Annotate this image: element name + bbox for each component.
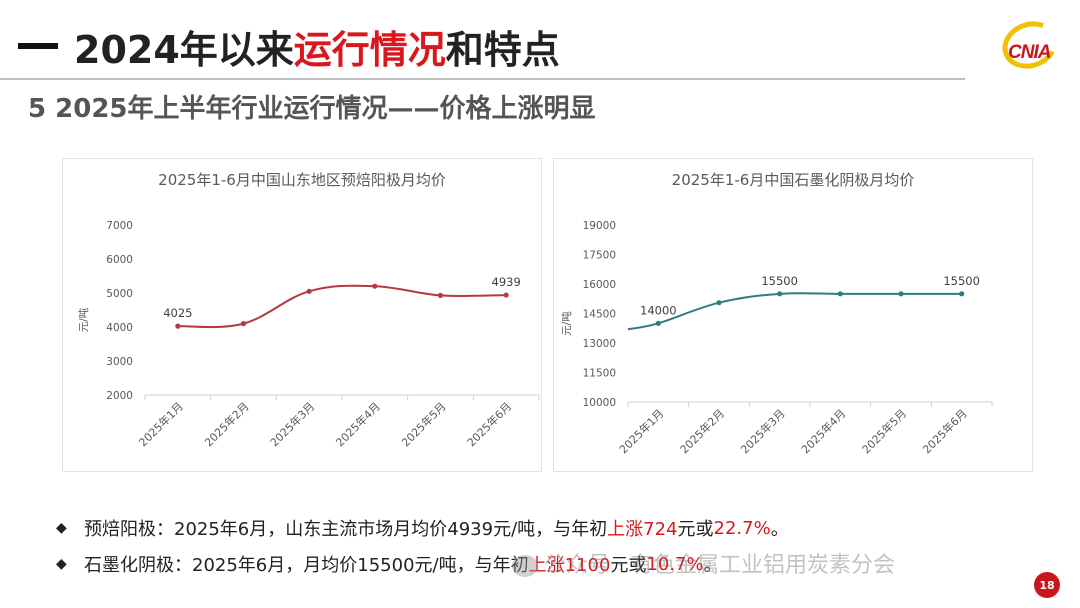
bullet-rise-percent: 10.7% xyxy=(646,553,704,575)
x-tick-label: 2025年6月 xyxy=(920,406,970,456)
wechat-icon xyxy=(512,555,538,577)
y-tick-label: 5000 xyxy=(106,288,133,300)
y-tick-label: 16000 xyxy=(583,279,616,291)
data-point xyxy=(655,320,661,326)
x-tick-label: 2025年5月 xyxy=(859,406,909,456)
summary-bullets: ◆ 预焙阳极：2025年6月，山东主流市场月均价4939元/吨，与年初 上涨724… xyxy=(56,510,789,582)
bullet-rise-amount: 上涨724 xyxy=(607,519,678,540)
x-tick-label: 2025年4月 xyxy=(798,406,848,456)
x-tick-label: 2025年6月 xyxy=(464,399,514,449)
bullet-mid: 元或 xyxy=(610,555,647,576)
data-point xyxy=(503,292,509,298)
x-tick-label: 2025年3月 xyxy=(267,399,317,449)
x-tick-label: 2025年3月 xyxy=(738,406,788,456)
y-tick-label: 6000 xyxy=(106,254,133,266)
chart-title: 2025年1-6月中国山东地区预焙阳极月均价 xyxy=(158,171,446,189)
logo-text: CNIA xyxy=(1008,42,1051,63)
title-divider xyxy=(0,78,965,80)
data-point xyxy=(372,283,378,289)
series-line xyxy=(627,292,962,331)
y-tick-label: 4000 xyxy=(106,322,133,334)
bullet-end: 。 xyxy=(770,519,789,540)
page-title: 2024年以来 运行情况 和特点 xyxy=(18,18,560,74)
y-tick-label: 2000 xyxy=(106,390,133,402)
chart-title: 2025年1-6月中国石墨化阴极月均价 xyxy=(672,171,915,189)
title-highlight: 运行情况 xyxy=(293,27,446,72)
y-axis-label: 元/吨 xyxy=(560,311,573,336)
bullet-text: 预焙阳极：2025年6月，山东主流市场月均价4939元/吨，与年初 xyxy=(84,519,608,540)
diamond-bullet-icon: ◆ xyxy=(56,520,67,536)
bullet-rise-amount: 上涨1100 xyxy=(528,555,611,576)
y-tick-label: 3000 xyxy=(106,356,133,368)
chart-panel-anode: 2025年1-6月中国山东地区预焙阳极月均价 2000 3000 4000 5000 60… xyxy=(62,158,542,472)
data-point xyxy=(306,288,312,294)
x-tick-label: 2025年2月 xyxy=(677,406,727,456)
page-number: 18 xyxy=(1034,572,1060,598)
watermark-text: 公众号 · 有色金属工业铝用炭素分会 xyxy=(544,553,895,578)
y-tick-label: 10000 xyxy=(583,397,616,409)
bullet-cathode: ◆ 石墨化阴极：2025年6月，月均价15500元/吨，与年初 上涨1100 元或 1… xyxy=(56,546,789,582)
data-label: 4939 xyxy=(492,275,521,289)
section-subtitle: 5 2025年上半年行业运行情况——价格上涨明显 xyxy=(28,94,596,124)
data-label: 15500 xyxy=(761,274,798,288)
data-point xyxy=(716,300,722,306)
diamond-bullet-icon: ◆ xyxy=(56,556,67,572)
x-tick-label: 2025年1月 xyxy=(616,406,666,456)
bullet-end: 。 xyxy=(703,555,722,576)
bullet-anode: ◆ 预焙阳极：2025年6月，山东主流市场月均价4939元/吨，与年初 上涨724… xyxy=(56,510,789,546)
y-axis-label: 元/吨 xyxy=(77,307,90,332)
title-dash xyxy=(18,43,58,49)
chart-panel-cathode: 2025年1-6月中国石墨化阴极月均价 10000 11500 13000 14500 1… xyxy=(553,158,1033,472)
data-label: 4025 xyxy=(163,306,192,320)
bullet-rise-percent: 22.7% xyxy=(713,517,771,539)
data-label: 14000 xyxy=(640,303,677,317)
y-tick-label: 7000 xyxy=(106,220,133,232)
x-tick-label: 2025年1月 xyxy=(136,399,186,449)
data-point xyxy=(437,292,444,298)
y-tick-label: 11500 xyxy=(583,368,616,380)
title-suffix: 和特点 xyxy=(445,27,560,72)
title-prefix: 2024年以来 xyxy=(74,27,294,72)
cathode-price-chart: 2025年1-6月中国石墨化阴极月均价 10000 11500 13000 14500 1… xyxy=(560,171,993,456)
x-tick-label: 2025年2月 xyxy=(201,399,251,449)
bullet-text: 石墨化阴极：2025年6月，月均价15500元/吨，与年初 xyxy=(84,555,529,576)
y-tick-label: 13000 xyxy=(583,338,616,350)
data-point xyxy=(959,291,965,297)
y-tick-label: 17500 xyxy=(583,250,616,262)
data-point xyxy=(175,323,181,329)
series-line xyxy=(177,284,507,329)
data-point xyxy=(240,321,247,327)
data-label: 15500 xyxy=(943,274,980,288)
y-tick-label: 19000 xyxy=(583,220,616,232)
watermark: 公众号 · 有色金属工业铝用炭素分会 xyxy=(512,547,895,579)
cnia-logo: CNIA xyxy=(995,13,1065,77)
data-point xyxy=(837,291,843,297)
bullet-mid: 元或 xyxy=(677,519,714,540)
anode-price-chart: 2025年1-6月中国山东地区预焙阳极月均价 2000 3000 4000 5000 60… xyxy=(77,171,540,449)
data-point xyxy=(898,291,904,297)
x-tick-label: 2025年5月 xyxy=(398,399,448,449)
data-point xyxy=(777,291,783,297)
y-tick-label: 14500 xyxy=(583,309,616,321)
x-tick-label: 2025年4月 xyxy=(333,399,383,449)
